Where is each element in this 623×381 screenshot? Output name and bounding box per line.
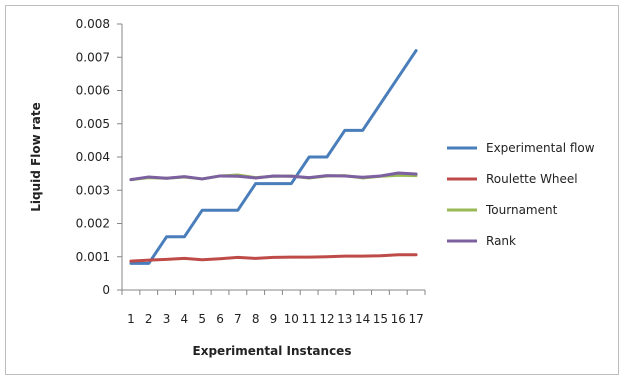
chart-frame: [5, 5, 619, 375]
y-tick-label: 0.003: [76, 183, 110, 197]
y-tick-label: 0.005: [76, 117, 110, 131]
legend-label: Rank: [486, 234, 516, 248]
x-tick-label: 13: [337, 312, 352, 326]
y-tick-label: 0.001: [76, 250, 110, 264]
series-group: [129, 49, 418, 265]
x-tick-label: 3: [163, 312, 171, 326]
x-tick-label: 11: [302, 312, 317, 326]
x-axis-ticks: 1 2 3 4 5 6 7 8 9 10 11 12 13 14 15 16 17: [121, 290, 426, 326]
x-axis-title: Experimental Instances: [193, 344, 352, 358]
x-tick-label: 2: [145, 312, 153, 326]
y-tick-label: 0.002: [76, 217, 110, 231]
x-tick-label: 4: [181, 312, 189, 326]
y-tick-label: 0: [102, 283, 110, 297]
y-axis-title: Liquid Flow rate: [29, 102, 43, 211]
x-tick-label: 7: [234, 312, 242, 326]
x-tick-label: 17: [408, 312, 423, 326]
series-line-rank: [129, 171, 418, 182]
y-tick-label: 0.008: [76, 17, 110, 31]
legend: Experimental flow Roulette Wheel Tournamen…: [447, 141, 595, 248]
x-tick-label: 5: [198, 312, 206, 326]
x-tick-label: 1: [127, 312, 135, 326]
x-tick-label: 15: [373, 312, 388, 326]
x-tick-label: 6: [216, 312, 224, 326]
x-tick-label: 8: [252, 312, 260, 326]
y-tick-label: 0.006: [76, 84, 110, 98]
x-tick-label: 9: [270, 312, 278, 326]
legend-label: Roulette Wheel: [486, 172, 578, 186]
y-tick-label: 0.007: [76, 50, 110, 64]
y-axis-ticks: 0 0.001 0.002 0.003 0.004 0.005 0.006 0.007 0.00…: [76, 17, 122, 297]
legend-label: Experimental flow: [486, 141, 595, 155]
series-line-experimental-flow: [129, 49, 418, 265]
series-line-roulette-wheel: [129, 253, 418, 263]
y-tick-label: 0.004: [76, 150, 110, 164]
x-tick-label: 10: [284, 312, 299, 326]
legend-label: Tournament: [485, 203, 558, 217]
x-tick-label: 16: [391, 312, 406, 326]
x-tick-label: 12: [319, 312, 334, 326]
x-tick-label: 14: [355, 312, 370, 326]
